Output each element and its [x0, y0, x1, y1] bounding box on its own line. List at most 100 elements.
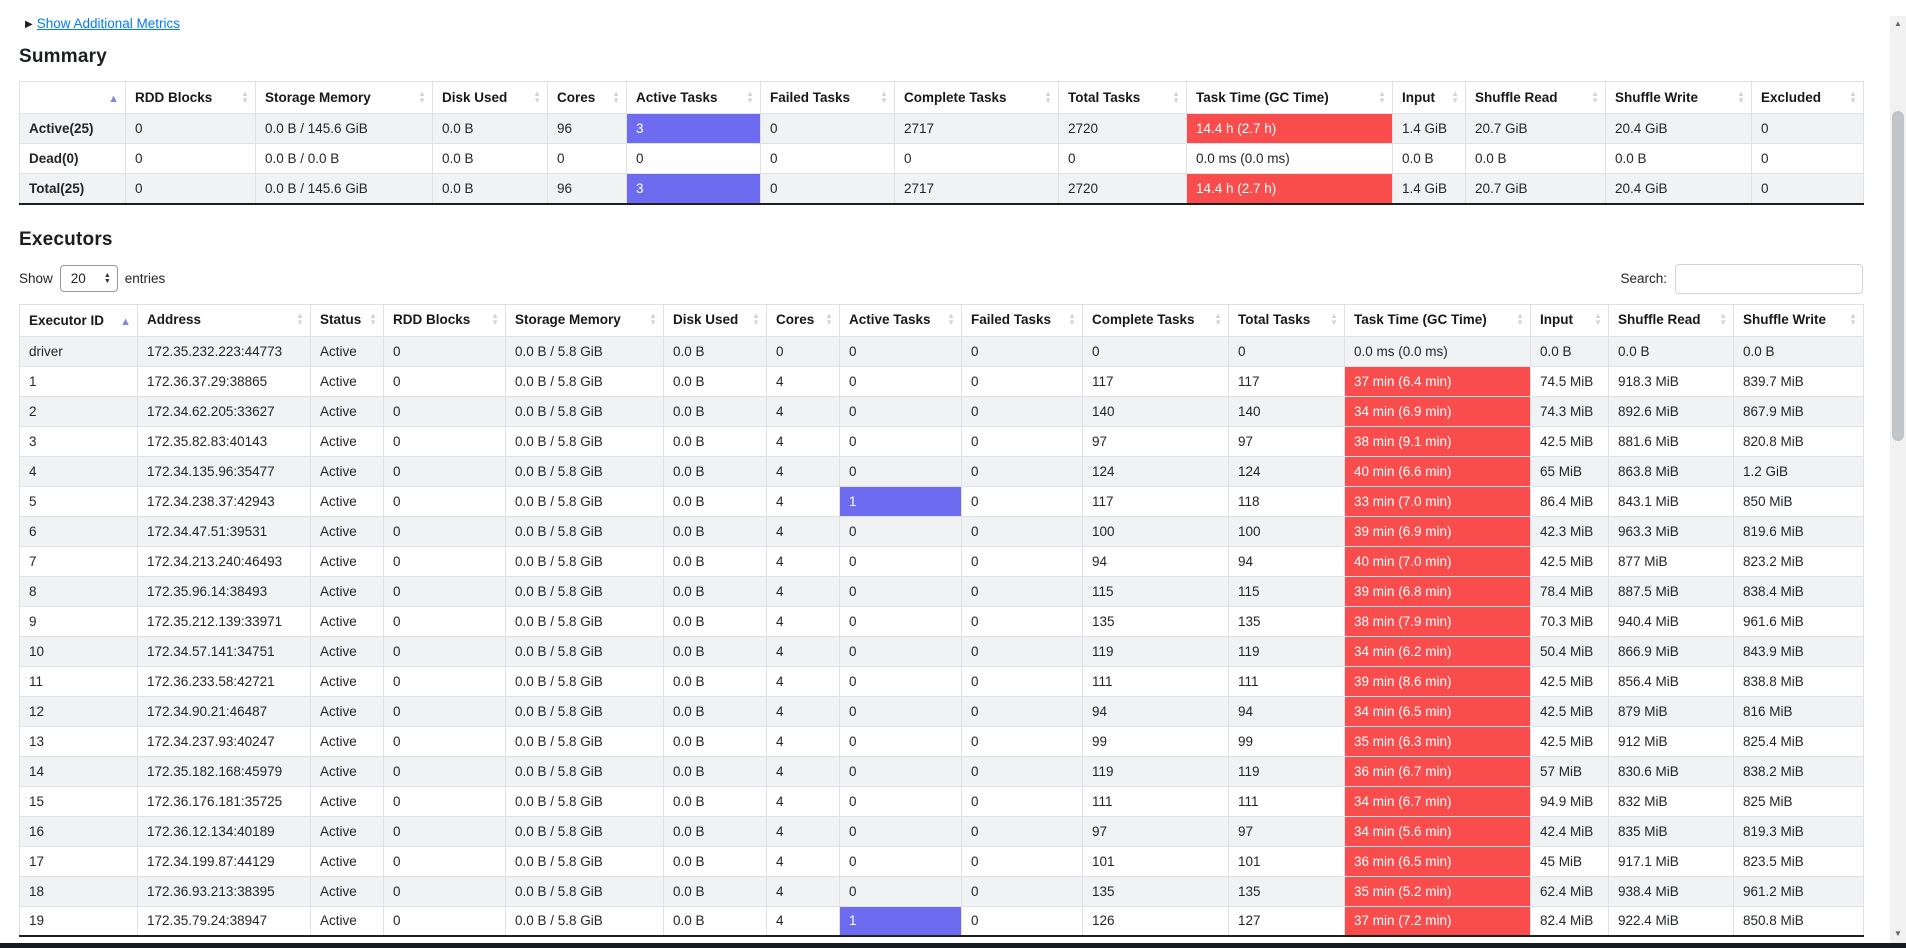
column-header-shuffle-write[interactable]: ▲ ▼ Shuffle Write: [1605, 81, 1752, 114]
show-additional-metrics-toggle[interactable]: ▶ Show Additional Metrics: [25, 16, 1864, 31]
column-header-failed-tasks[interactable]: ▲ ▼ Failed Tasks: [961, 303, 1083, 337]
cell-executor-id: 11: [19, 665, 138, 697]
table-row: 1 172.36.37.29:38865 Active 0 0.0 B / 5.8 Gi…: [19, 365, 1864, 397]
cell-shuffle-write: 850.8 MiB: [1733, 905, 1864, 937]
column-header-shuffle-read[interactable]: ▲ ▼ Shuffle Read: [1608, 303, 1734, 337]
cell-disk-used: 0.0 B: [663, 575, 767, 607]
cell-storage-memory: 0.0 B / 5.8 GiB: [505, 515, 664, 547]
cell-rdd-blocks: 0: [383, 425, 506, 457]
cell-cores: 4: [766, 605, 840, 637]
cell-total-tasks: 0: [1058, 143, 1187, 174]
cell-address: 172.35.232.223:44773: [137, 335, 311, 367]
column-header-disk-used[interactable]: ▲ ▼ Disk Used: [663, 303, 767, 337]
cell-address: 172.34.237.93:40247: [137, 725, 311, 757]
column-header-input[interactable]: ▲ ▼ Input: [1392, 81, 1466, 114]
executors-table-body: driver 172.35.232.223:44773 Active 0 0.0 B /…: [19, 335, 1864, 937]
cell-failed-tasks: 0: [961, 575, 1083, 607]
cell-shuffle-write: 820.8 MiB: [1733, 425, 1864, 457]
table-row: Total(25) 0 0.0 B / 145.6 GiB 0.0 B 96 3 0 2717…: [19, 173, 1864, 204]
cell-input: 82.4 MiB: [1530, 905, 1609, 937]
column-header-shuffle-read[interactable]: ▲ ▼ Shuffle Read: [1465, 81, 1606, 114]
cell-input: 1.4 GiB: [1392, 113, 1466, 144]
cell-rdd-blocks: 0: [383, 845, 506, 877]
cell-total-tasks: 124: [1228, 455, 1345, 487]
table-row: 4 172.34.135.96:35477 Active 0 0.0 B / 5.8 G…: [19, 455, 1864, 487]
column-header-active-tasks[interactable]: ▲ ▼ Active Tasks: [839, 303, 962, 337]
cell-disk-used: 0.0 B: [663, 875, 767, 907]
column-header-complete-tasks[interactable]: ▲ ▼ Complete Tasks: [1082, 303, 1229, 337]
cell-task-time-gc-time-: 39 min (8.6 min): [1344, 665, 1531, 697]
column-header-total-tasks[interactable]: ▲ ▼ Total Tasks: [1228, 303, 1345, 337]
cell-total-tasks: 0: [1228, 335, 1345, 367]
sort-asc-icon: ▲: [108, 93, 119, 105]
column-header-active-tasks[interactable]: ▲ ▼ Active Tasks: [626, 81, 761, 114]
column-header-disk-used[interactable]: ▲ ▼ Disk Used: [432, 81, 548, 114]
column-header-failed-tasks[interactable]: ▲ ▼ Failed Tasks: [760, 81, 895, 114]
scrollbar-thumb[interactable]: [1892, 111, 1904, 441]
sort-icon: ▲ ▼: [752, 311, 760, 327]
cell-address: 172.35.96.14:38493: [137, 575, 311, 607]
cell-input: 42.4 MiB: [1530, 815, 1609, 847]
column-header-address[interactable]: ▲ ▼ Address: [137, 303, 311, 337]
row-label: Total(25): [19, 173, 126, 204]
column-header-status[interactable]: ▲ ▼ Status: [310, 303, 384, 337]
cell-address: 172.36.37.29:38865: [137, 365, 311, 397]
cell-input: 86.4 MiB: [1530, 485, 1609, 517]
sort-icon: ▲ ▼: [1849, 88, 1857, 105]
show-additional-metrics-link[interactable]: Show Additional Metrics: [36, 16, 181, 31]
cell-storage-memory: 0.0 B / 5.8 GiB: [505, 485, 664, 517]
column-header-rdd-blocks[interactable]: ▲ ▼ RDD Blocks: [383, 303, 506, 337]
column-header-rdd-blocks[interactable]: ▲ ▼ RDD Blocks: [125, 81, 256, 114]
column-header-storage-memory[interactable]: ▲ ▼ Storage Memory: [505, 303, 664, 337]
cell-failed-tasks: 0: [961, 635, 1083, 667]
cell-storage-memory: 0.0 B / 5.8 GiB: [505, 785, 664, 817]
scroll-down-icon[interactable]: ▼: [1894, 929, 1902, 938]
cell-cores: 4: [766, 755, 840, 787]
cell-input: 50.4 MiB: [1530, 635, 1609, 667]
column-header-task-time-gc-time-[interactable]: ▲ ▼ Task Time (GC Time): [1186, 81, 1393, 114]
cell-storage-memory: 0.0 B / 5.8 GiB: [505, 755, 664, 787]
column-header-total-tasks[interactable]: ▲ ▼ Total Tasks: [1058, 81, 1187, 114]
cell-storage-memory: 0.0 B / 5.8 GiB: [505, 425, 664, 457]
search-input[interactable]: [1675, 263, 1863, 294]
vertical-scrollbar[interactable]: ▲ ▼: [1890, 16, 1906, 948]
cell-input: 45 MiB: [1530, 845, 1609, 877]
column-header-complete-tasks[interactable]: ▲ ▼ Complete Tasks: [894, 81, 1059, 114]
column-header-task-time-gc-time-[interactable]: ▲ ▼ Task Time (GC Time): [1344, 303, 1531, 337]
cell-rdd-blocks: 0: [383, 755, 506, 787]
cell-shuffle-write: 20.4 GiB: [1605, 113, 1752, 144]
cell-storage-memory: 0.0 B / 5.8 GiB: [505, 845, 664, 877]
scroll-up-icon[interactable]: ▲: [1894, 19, 1902, 28]
show-label: Show: [19, 271, 53, 286]
cell-cores: 4: [766, 695, 840, 727]
cell-cores: 96: [547, 113, 627, 144]
column-header-excluded[interactable]: ▲ ▼ Excluded: [1751, 81, 1864, 114]
column-header-shuffle-write[interactable]: ▲ ▼ Shuffle Write: [1733, 303, 1864, 337]
column-header-storage-memory[interactable]: ▲ ▼ Storage Memory: [255, 81, 433, 114]
column-header-row-label[interactable]: ▲: [19, 81, 126, 114]
sort-icon: ▲ ▼: [1591, 88, 1599, 105]
cell-task-time-gc-time-: 0.0 ms (0.0 ms): [1186, 143, 1393, 174]
cell-storage-memory: 0.0 B / 0.0 B: [255, 143, 433, 174]
column-header-cores[interactable]: ▲ ▼ Cores: [547, 81, 627, 114]
sort-asc-icon: ▲: [120, 315, 131, 328]
page-size-select[interactable]: 20 ▲ ▼: [59, 265, 118, 292]
column-header-cores[interactable]: ▲ ▼ Cores: [766, 303, 840, 337]
cell-status: Active: [310, 785, 384, 817]
cell-complete-tasks: 115: [1082, 575, 1229, 607]
cell-complete-tasks: 2717: [894, 113, 1059, 144]
column-header-input[interactable]: ▲ ▼ Input: [1530, 303, 1609, 337]
cell-failed-tasks: 0: [961, 365, 1083, 397]
cell-complete-tasks: 101: [1082, 845, 1229, 877]
column-header-executor-id[interactable]: ▲ Executor ID: [19, 303, 138, 337]
cell-cores: 0: [766, 335, 840, 367]
table-row: 11 172.36.233.58:42721 Active 0 0.0 B / 5.8 …: [19, 665, 1864, 697]
cell-input: 42.5 MiB: [1530, 425, 1609, 457]
sort-icon: ▲ ▼: [491, 311, 499, 327]
cell-failed-tasks: 0: [760, 173, 895, 204]
cell-active-tasks: 0: [626, 143, 761, 174]
cell-failed-tasks: 0: [760, 113, 895, 144]
cell-executor-id: 19: [19, 905, 138, 937]
sort-icon: ▲ ▼: [1719, 311, 1727, 327]
table-row: 14 172.35.182.168:45979 Active 0 0.0 B / 5.8…: [19, 755, 1864, 787]
